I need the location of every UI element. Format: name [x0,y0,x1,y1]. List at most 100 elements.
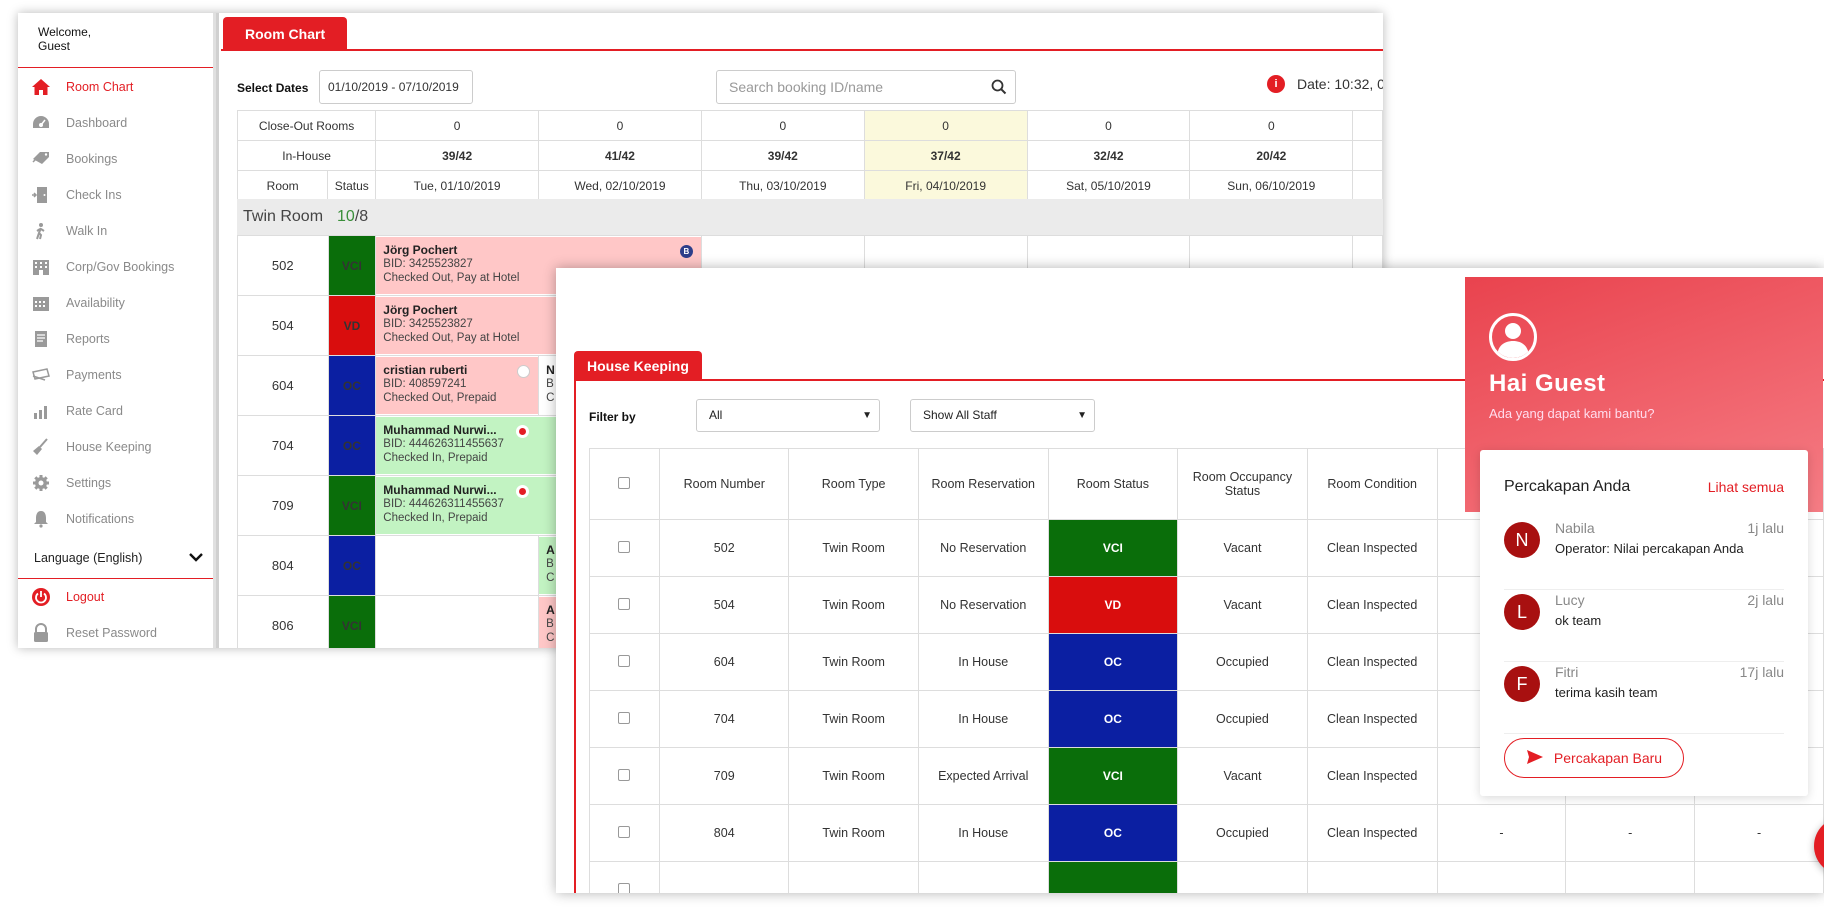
power-icon [30,587,52,607]
language-selector[interactable]: Language (English) [18,537,213,579]
guest-name: Muhammad Nurwi... [383,483,497,497]
room-number: 709 [237,475,329,536]
select-all-checkbox[interactable] [618,476,631,489]
row-checkbox[interactable] [618,540,631,553]
calendar-icon [30,293,52,313]
conversation-item[interactable]: F Fitri 17j lalu terima kasih team [1504,662,1784,734]
room-status-badge[interactable]: VCI [327,475,377,536]
sidebar-item-label: Settings [66,476,112,490]
search-icon[interactable] [991,79,1007,98]
source-badge-icon: B [679,245,693,258]
room-status-badge[interactable]: VCI [327,595,377,648]
conversation-item[interactable]: N Nabila 1j lalu Operator: Nilai percakap… [1504,518,1784,590]
tab-room-chart[interactable]: Room Chart [223,17,348,51]
sidebar-scrollbar[interactable] [216,13,219,648]
room-chart-summary: Close-Out Rooms 0 0 0 0 0 0 In-House 39/… [236,110,1383,201]
status-cell[interactable]: OC [1047,804,1179,862]
new-conversation-button[interactable]: Percakapan Baru [1504,738,1684,778]
day-cell[interactable] [375,595,540,648]
room-status-badge[interactable]: VCI [327,235,377,296]
room-status-badge[interactable]: OC [327,415,377,476]
staff-select[interactable]: Show All Staff ▼ [910,399,1095,432]
row-checkbox[interactable] [618,825,631,838]
info-icon[interactable]: i [1267,75,1285,93]
row-checkbox[interactable] [618,654,631,667]
conversation-message: terima kasih team [1555,685,1658,700]
room-status-badge[interactable]: OC [327,535,377,596]
tag-icon [30,149,52,169]
room-status-badge[interactable]: OC [327,355,377,416]
sidebar-item-reports[interactable]: Reports [18,321,213,357]
column-header[interactable]: Room Occupancy Status [1177,448,1308,520]
room-available-count: 10 [337,208,355,225]
filter-select[interactable]: All ▼ [696,399,880,432]
filter-value: All [709,408,723,422]
status-col-header: Status [327,170,377,201]
column-header[interactable]: Room Number [658,448,790,520]
sidebar-item-walk-in[interactable]: Walk In [18,213,213,249]
sidebar-item-dashboard[interactable]: Dashboard [18,105,213,141]
room-status-badge[interactable]: VD [327,295,377,356]
date-range-input[interactable]: 01/10/2019 - 07/10/2019 [319,70,473,104]
row-checkbox[interactable] [618,768,631,781]
row-select-cell [589,747,660,805]
status-cell[interactable]: OC [1047,633,1179,691]
booking-state: Checked Out, Pay at Hotel [383,332,520,344]
sidebar-item-availability[interactable]: Availability [18,285,213,321]
room-type-cell: Twin Room [788,747,919,805]
sidebar-menu: Room Chart Dashboard Bookings Check Ins … [18,68,213,537]
table-row[interactable]: 804 Twin Room In House OC Occupied Clean… [589,804,1824,862]
booking-state: Checked Out, Pay at Hotel [383,272,520,284]
caret-down-icon: ▼ [1077,410,1087,421]
column-header[interactable]: Room Reservation [917,448,1049,520]
in-house-value [1352,140,1383,171]
date-header: Fri, 04/10/2019 [863,170,1028,201]
column-header[interactable]: Room Status [1047,448,1179,520]
column-header[interactable]: Room Type [788,448,919,520]
in-house-value: 39/42 [375,140,540,171]
row-checkbox[interactable] [618,597,631,610]
sidebar-item-rate-card[interactable]: Rate Card [18,393,213,429]
status-cell[interactable]: VD [1047,576,1179,634]
sidebar-item-bookings[interactable]: Bookings [18,141,213,177]
sidebar-item-label: Dashboard [66,116,128,130]
see-all-link[interactable]: Lihat semua [1707,478,1784,495]
room-type-section[interactable]: Twin Room 10/8 [237,199,1383,235]
day-cell[interactable]: cristian ruberti BID: 408597241 Checked … [375,355,540,416]
welcome-text: Welcome, Guest [18,13,213,68]
door-icon [30,185,52,205]
sidebar-item-room-chart[interactable]: Room Chart [18,69,213,105]
sidebar-item-settings[interactable]: Settings [18,465,213,501]
chat-greeting: Hai Guest [1489,370,1606,397]
in-house-value: 37/42 [863,140,1028,171]
row-checkbox[interactable] [618,711,631,724]
column-header[interactable]: Room Condition [1306,448,1438,520]
booking-block[interactable]: Jörg Pochert BID: 3425523827 Checked Out… [376,297,701,354]
sidebar-item-notifications[interactable]: Notifications [18,501,213,537]
status-cell[interactable]: OC [1047,690,1179,748]
logout-button[interactable]: Logout [18,579,213,615]
sidebar-item-house-keeping[interactable]: House Keeping [18,429,213,465]
room-chart-toolbar: Select Dates 01/10/2019 - 07/10/2019 i D… [221,51,1383,113]
status-cell[interactable]: VCI [1047,747,1179,805]
occupancy-cell [1177,861,1308,893]
table-row[interactable] [589,861,1824,893]
tab-house-keeping[interactable]: House Keeping [574,351,702,381]
sidebar-item-corp-gov-bookings[interactable]: Corp/Gov Bookings [18,249,213,285]
search-input[interactable] [717,71,977,103]
guest-name: A [546,543,555,557]
conversation-body: Fitri 17j lalu terima kasih team [1555,664,1784,733]
conversation-name: Nabila [1555,520,1595,536]
status-cell[interactable]: VCI [1047,519,1179,577]
day-cell[interactable] [375,535,540,596]
sidebar-item-payments[interactable]: Payments [18,357,213,393]
booking-state: Checked In, Prepaid [383,512,488,524]
reset-password-button[interactable]: Reset Password [18,615,213,648]
sidebar-item-check-ins[interactable]: Check Ins [18,177,213,213]
conversation-item[interactable]: L Lucy 2j lalu ok team [1504,590,1784,662]
booking-block[interactable]: cristian ruberti BID: 408597241 Checked … [376,357,539,414]
row-checkbox[interactable] [618,882,631,893]
chevron-down-icon [189,551,203,565]
status-cell[interactable] [1047,861,1179,893]
sidebar-item-label: Check Ins [66,188,122,202]
